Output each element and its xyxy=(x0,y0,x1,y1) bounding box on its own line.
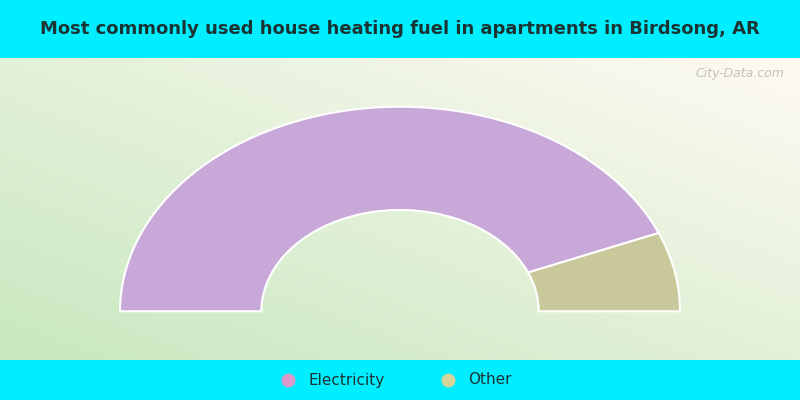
Text: Other: Other xyxy=(468,372,511,388)
Text: Electricity: Electricity xyxy=(308,372,384,388)
Text: City-Data.com: City-Data.com xyxy=(695,67,784,80)
Wedge shape xyxy=(120,107,658,311)
Text: Most commonly used house heating fuel in apartments in Birdsong, AR: Most commonly used house heating fuel in… xyxy=(40,20,760,38)
Wedge shape xyxy=(528,233,680,311)
